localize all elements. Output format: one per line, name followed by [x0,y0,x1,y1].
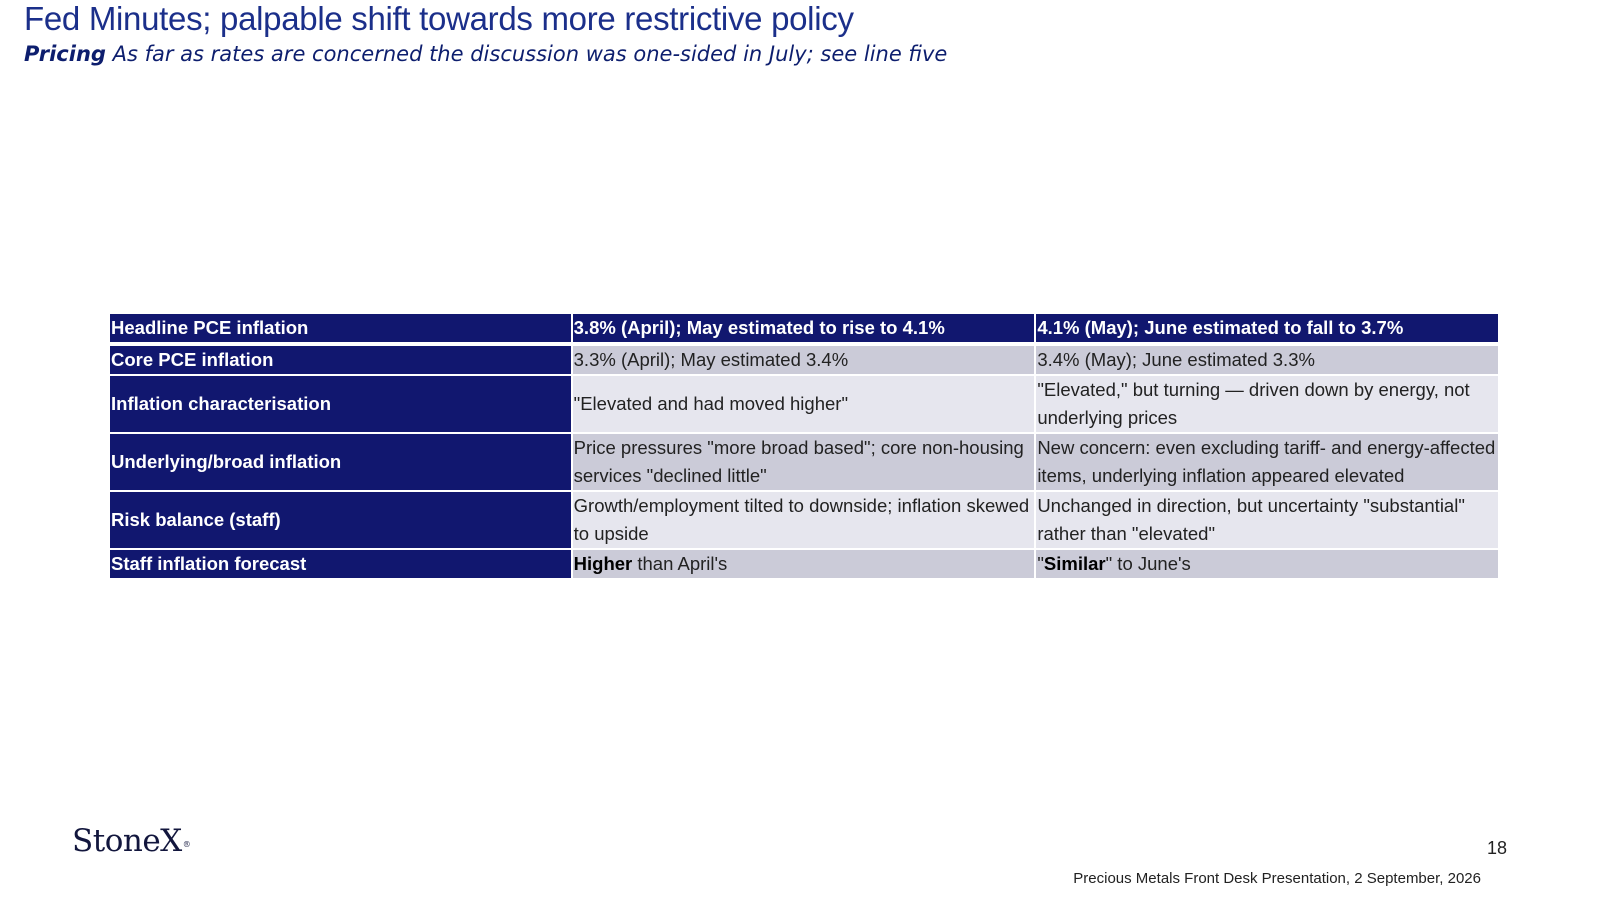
row-col2-cell: New concern: even excluding tariff- and … [1034,432,1500,492]
logo-text: StoneX [72,823,182,859]
comparison-table-container: Headline PCE inflation 3.8% (April); May… [108,312,1500,580]
row-col2-cell: 3.4% (May); June estimated 3.3% [1034,343,1500,376]
cell-text: " to June's [1105,553,1191,574]
row-col2-cell: "Elevated," but turning — driven down by… [1034,374,1500,434]
subtitle-lead: Pricing [24,42,106,66]
comparison-table: Headline PCE inflation 3.8% (April); May… [108,312,1500,580]
table-row: Risk balance (staff) Growth/employment t… [108,490,1500,550]
row-col2-cell: "Similar" to June's [1034,548,1500,580]
stonex-logo: StoneX® [72,823,191,859]
subtitle-text: As far as rates are concerned the discus… [112,42,948,66]
row-label-cell: Risk balance (staff) [108,490,573,550]
row-label-cell: Inflation characterisation [108,374,573,434]
row-label-cell: Core PCE inflation [108,343,573,376]
table-header-row: Headline PCE inflation 3.8% (April); May… [108,312,1500,346]
header-label-cell: Headline PCE inflation [108,312,573,346]
row-col1-cell: Growth/employment tilted to downside; in… [570,490,1037,550]
row-col1-cell: Higher than April's [570,548,1037,580]
table-row: Core PCE inflation 3.3% (April); May est… [108,343,1500,376]
bold-term: Similar [1043,553,1106,574]
page-number: 18 [1486,838,1507,858]
bold-term: Higher [573,553,633,574]
row-label-cell: Staff inflation forecast [108,548,573,580]
footer-caption: Precious Metals Front Desk Presentation,… [1073,870,1481,887]
header-col1-cell: 3.8% (April); May estimated to rise to 4… [570,312,1037,346]
table-row: Underlying/broad inflation Price pressur… [108,432,1500,492]
table-row: Inflation characterisation "Elevated and… [108,374,1500,434]
row-label-cell: Underlying/broad inflation [108,432,573,492]
page-subtitle: Pricing As far as rates are concerned th… [24,40,947,68]
cell-text: than April's [632,553,728,574]
table-row: Staff inflation forecast Higher than Apr… [108,548,1500,580]
header-col2-cell: 4.1% (May); June estimated to fall to 3.… [1034,312,1500,346]
row-col2-cell: Unchanged in direction, but uncertainty … [1034,490,1500,550]
page-title: Fed Minutes; palpable shift towards more… [24,0,854,37]
row-col1-cell: 3.3% (April); May estimated 3.4% [570,343,1037,376]
cell-text: " [1037,553,1044,574]
registered-mark: ® [182,840,191,849]
row-col1-cell: "Elevated and had moved higher" [570,374,1037,434]
row-col1-cell: Price pressures "more broad based"; core… [570,432,1037,492]
